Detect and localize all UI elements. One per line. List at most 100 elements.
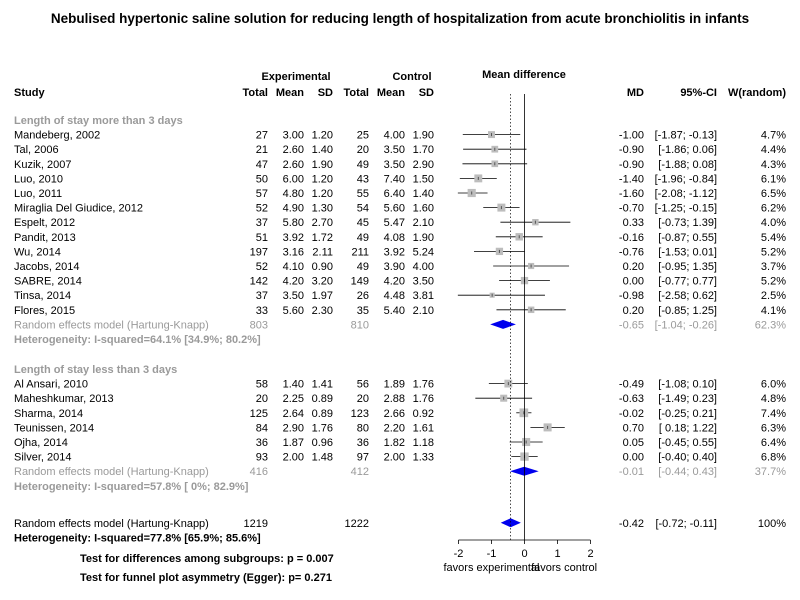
study-point — [477, 176, 479, 180]
study-name: Teunissen, 2014 — [14, 422, 94, 434]
md-value: -0.70 — [619, 203, 644, 215]
total-control: 45 — [357, 217, 369, 229]
total-experimental: 20 — [256, 393, 268, 405]
header-mean-experimental: Mean — [276, 87, 304, 99]
sd-control: 1.50 — [413, 173, 434, 185]
total-control: 54 — [357, 203, 369, 215]
total-control: 25 — [357, 130, 369, 142]
sd-experimental: 0.90 — [312, 261, 333, 273]
ci-value: [-1.88; 0.08] — [658, 159, 717, 171]
mean-control: 3.90 — [384, 261, 405, 273]
total-experimental: 33 — [256, 305, 268, 317]
ci-value: [-2.58; 0.62] — [658, 290, 717, 302]
favors-control-label: favors control — [531, 562, 597, 574]
header-ci: 95%-CI — [680, 87, 717, 99]
pooled-total-experimental: 416 — [250, 466, 268, 478]
mean-experimental: 1.87 — [283, 437, 304, 449]
sd-control: 1.18 — [413, 437, 434, 449]
ci-value: [-0.87; 0.55] — [658, 232, 717, 244]
study-name: Sharma, 2014 — [14, 408, 83, 420]
weight-value: 4.0% — [761, 217, 786, 229]
overall-diamond — [500, 518, 521, 528]
x-tick-label: 0 — [521, 548, 527, 560]
weight-value: 2.5% — [761, 290, 786, 302]
weight-value: 4.8% — [761, 393, 786, 405]
total-experimental: 57 — [256, 188, 268, 200]
mean-control: 2.20 — [384, 422, 405, 434]
total-control: 20 — [357, 144, 369, 156]
header-experimental: Experimental — [261, 71, 330, 83]
total-control: 56 — [357, 379, 369, 391]
study-name: Mandeberg, 2002 — [14, 130, 100, 142]
pooled-label: Random effects model (Hartung-Knapp) — [14, 319, 209, 331]
study-name: Tal, 2006 — [14, 144, 59, 156]
sd-control: 1.40 — [413, 188, 434, 200]
ci-value: [-1.86; 0.06] — [658, 144, 717, 156]
mean-control: 5.47 — [384, 217, 405, 229]
pooled-label: Random effects model (Hartung-Knapp) — [14, 466, 209, 478]
overall-total-control: 1222 — [345, 518, 369, 530]
total-experimental: 84 — [256, 422, 268, 434]
study-name: Kuzik, 2007 — [14, 159, 71, 171]
mean-control: 2.00 — [384, 452, 405, 464]
overall-total-experimental: 1219 — [244, 518, 268, 530]
test-funnel-asymmetry: Test for funnel plot asymmetry (Egger): … — [80, 572, 332, 584]
sd-experimental: 1.90 — [312, 159, 333, 171]
md-value: 0.33 — [623, 217, 644, 229]
sd-control: 4.00 — [413, 261, 434, 273]
pooled-md: -0.65 — [619, 319, 644, 331]
total-experimental: 21 — [256, 144, 268, 156]
weight-value: 4.1% — [761, 305, 786, 317]
sd-experimental: 1.76 — [312, 422, 333, 434]
mean-experimental: 4.90 — [283, 203, 304, 215]
sd-control: 2.10 — [413, 217, 434, 229]
subgroup-label: Length of stay less than 3 days — [14, 364, 177, 376]
mean-experimental: 5.60 — [283, 305, 304, 317]
mean-control: 4.20 — [384, 276, 405, 288]
header-sd-control: SD — [419, 87, 434, 99]
mean-experimental: 1.40 — [283, 379, 304, 391]
total-control: 49 — [357, 232, 369, 244]
header-mean-control: Mean — [377, 87, 405, 99]
mean-experimental: 4.80 — [283, 188, 304, 200]
sd-control: 2.90 — [413, 159, 434, 171]
study-name: Pandit, 2013 — [14, 232, 76, 244]
ci-value: [-0.25; 0.21] — [658, 408, 717, 420]
ci-value: [-2.08; -1.12] — [655, 188, 717, 200]
md-value: 0.20 — [623, 305, 644, 317]
sd-experimental: 0.89 — [312, 393, 333, 405]
md-value: -0.90 — [619, 159, 644, 171]
ci-value: [-1.96; -0.84] — [655, 173, 717, 185]
total-experimental: 197 — [250, 246, 268, 258]
overall-weight: 100% — [758, 518, 786, 530]
weight-value: 6.2% — [761, 203, 786, 215]
sd-control: 0.92 — [413, 408, 434, 420]
md-value: 0.05 — [623, 437, 644, 449]
sd-experimental: 1.20 — [312, 173, 333, 185]
x-tick-label: 2 — [587, 548, 593, 560]
study-name: Wu, 2014 — [14, 246, 61, 258]
md-value: 0.00 — [623, 276, 644, 288]
mean-control: 3.50 — [384, 144, 405, 156]
study-point — [518, 235, 520, 239]
total-control: 43 — [357, 173, 369, 185]
overall-ci: [-0.72; -0.11] — [655, 518, 717, 530]
mean-control: 5.40 — [384, 305, 405, 317]
weight-value: 6.1% — [761, 173, 786, 185]
study-name: Flores, 2015 — [14, 305, 75, 317]
favors-experimental-label: favors experimental — [444, 562, 540, 574]
ci-value: [-0.85; 1.25] — [658, 305, 717, 317]
study-point — [507, 382, 509, 386]
total-experimental: 36 — [256, 437, 268, 449]
sd-experimental: 1.20 — [312, 130, 333, 142]
total-control: 20 — [357, 393, 369, 405]
pooled-total-experimental: 803 — [250, 319, 268, 331]
weight-value: 6.3% — [761, 422, 786, 434]
sd-control: 1.90 — [413, 130, 434, 142]
mean-control: 1.89 — [384, 379, 405, 391]
sd-control: 1.70 — [413, 144, 434, 156]
overall-md: -0.42 — [619, 518, 644, 530]
weight-value: 3.7% — [761, 261, 786, 273]
total-experimental: 52 — [256, 203, 268, 215]
x-tick-label: 1 — [554, 548, 560, 560]
